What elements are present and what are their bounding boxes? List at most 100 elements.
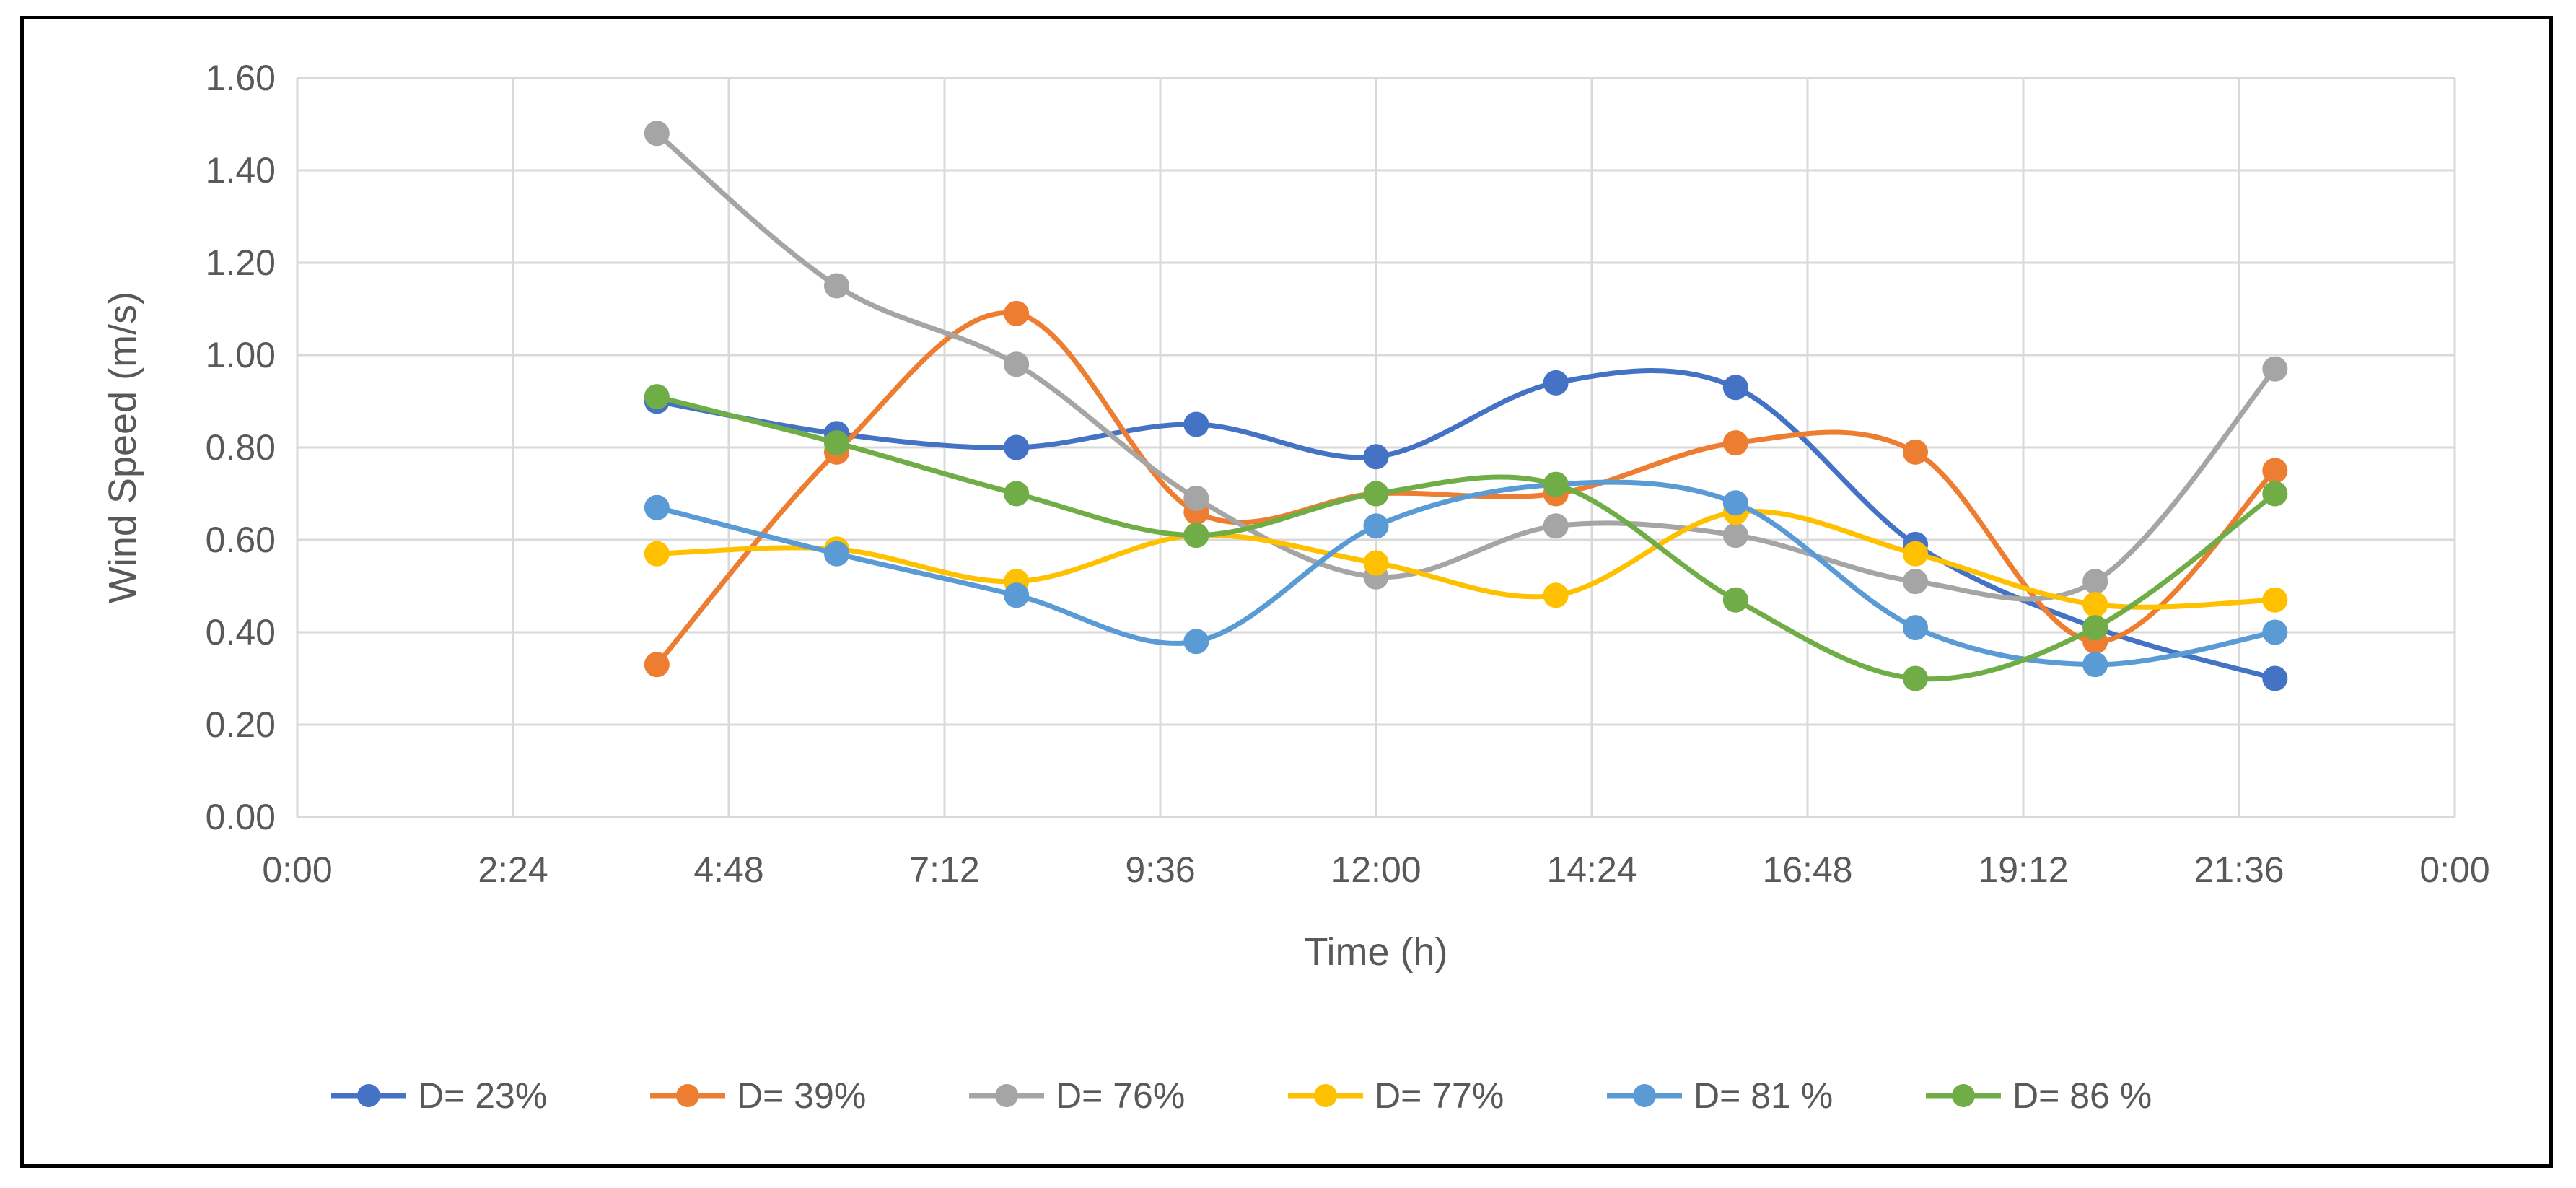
data-point [1183,629,1209,655]
series-line [654,394,2278,682]
series-5 [644,384,2288,691]
data-point [1004,434,1030,460]
data-point [1543,471,1569,497]
y-axis-title: Wind Speed (m/s) [101,292,144,603]
data-point [1363,550,1389,576]
y-tick-label: 1.40 [206,150,276,191]
data-point [644,494,670,520]
series-line [654,479,2278,668]
legend-item: D= 23% [331,1075,547,1116]
x-tick-label: 0:00 [262,849,332,890]
legend-label: D= 81 % [1694,1075,1833,1116]
data-point [1903,615,1928,641]
series-1 [644,300,2288,678]
x-axis-title: Time (h) [1305,930,1448,974]
data-point [1543,370,1569,396]
data-point [644,121,670,147]
legend-marker [676,1084,699,1107]
legend-item: D= 76% [969,1075,1185,1116]
x-tick-label: 9:36 [1125,849,1195,890]
x-tick-label: 0:00 [2419,849,2489,890]
data-point [824,541,849,567]
data-point [2262,481,2288,507]
legend-item: D= 77% [1288,1075,1504,1116]
data-point [644,541,670,567]
series-line [654,131,2278,602]
data-point [1363,444,1389,470]
legend-marker [357,1084,380,1107]
legend-marker [1314,1084,1337,1107]
data-point [1543,513,1569,539]
data-point [2262,665,2288,691]
y-tick-label: 0.00 [206,797,276,837]
data-point [2262,587,2288,613]
x-tick-label: 7:12 [909,849,979,890]
series-line [654,508,2278,610]
y-tick-label: 0.60 [206,520,276,560]
y-tick-label: 1.20 [206,243,276,283]
data-point [1363,513,1389,539]
legend-marker [1633,1084,1656,1107]
data-point [2262,356,2288,382]
x-tick-label: 19:12 [1978,849,2068,890]
x-tick-label: 14:24 [1546,849,1637,890]
y-tick-label: 1.00 [206,335,276,375]
x-tick-label: 2:24 [478,849,548,890]
legend-label: D= 77% [1375,1075,1504,1116]
axis-labels: Time (h) Wind Speed (m/s) 0.00 0.20 0.40 0.… [101,58,2490,974]
data-point [2082,569,2108,595]
y-tick-label: 0.20 [206,704,276,745]
legend-label: D= 76% [1056,1075,1185,1116]
legend-label: D= 23% [418,1075,547,1116]
data-point [1722,587,1748,613]
data-point [2082,652,2108,678]
data-point [1722,523,1748,549]
x-tick-label: 12:00 [1331,849,1421,890]
data-point [1183,485,1209,511]
y-tick-label: 0.80 [206,427,276,468]
data-point [2262,458,2288,484]
data-point [1543,582,1569,608]
x-tick-label: 16:48 [1762,849,1852,890]
y-tick-label: 0.40 [206,612,276,652]
data-point [1722,490,1748,516]
data-point [1903,439,1928,465]
data-point [1183,523,1209,549]
data-point [824,273,849,299]
legend-label: D= 39% [737,1075,866,1116]
data-point [1363,481,1389,507]
axes [296,78,2455,818]
data-point [1722,375,1748,401]
data-point [1004,351,1030,377]
data-point [2262,619,2288,645]
series-2 [644,121,2288,602]
series-line [654,367,2278,681]
data-point [1903,541,1928,567]
data-point [1722,430,1748,456]
series-line [654,310,2278,668]
legend-marker [1952,1084,1975,1107]
legend-item: D= 81 % [1607,1075,1833,1116]
y-tick-label: 1.60 [206,58,276,98]
data-point [644,384,670,410]
data-point [1004,481,1030,507]
series-0 [644,367,2288,691]
data-point [1004,300,1030,326]
legend-item: D= 39% [650,1075,866,1116]
data-point [1903,569,1928,595]
data-point [824,430,849,456]
legend-item: D= 86 % [1926,1075,2152,1116]
data-point [2082,615,2108,641]
series-4 [644,471,2288,678]
x-tick-label: 4:48 [693,849,763,890]
x-tick-label: 21:36 [2194,849,2284,890]
data-point [2082,592,2108,618]
data-point [1004,582,1030,608]
legend-label: D= 86 % [2012,1075,2152,1116]
legend: D= 23% D= 39% D= 76% D= 77% D= 81 % D= 86 % [331,1075,2152,1116]
data-point [1903,665,1928,691]
data-point [1183,411,1209,437]
legend-marker [995,1084,1018,1107]
series-group [644,121,2288,691]
